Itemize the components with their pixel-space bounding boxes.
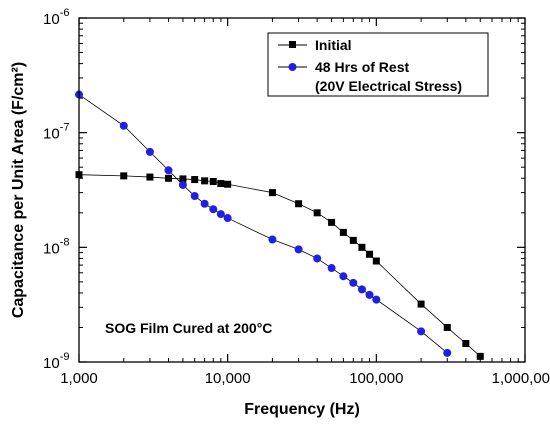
data-point-initial	[224, 180, 232, 188]
data-point-rest	[365, 290, 374, 299]
data-point-rest	[216, 210, 225, 219]
data-point-initial	[443, 323, 451, 331]
data-point-rest	[268, 235, 277, 244]
data-point-rest	[443, 348, 452, 357]
data-point-rest	[357, 285, 366, 294]
plot-frame	[78, 17, 526, 363]
data-point-initial	[165, 174, 173, 182]
data-point-initial	[417, 300, 425, 308]
ticks-layer: 1,000 10,000 100,000 1,000,000 10-9 10-8 10-7 1…	[43, 7, 550, 387]
data-point-initial	[339, 228, 347, 236]
x-tick-label: 10,000	[205, 370, 251, 387]
series-layer	[75, 90, 484, 360]
x-tick-label: 1,000	[60, 370, 98, 387]
x-tick-label: 100,000	[349, 370, 403, 387]
data-point-rest	[372, 295, 381, 304]
data-point-rest	[200, 199, 209, 208]
y-tick-label: 10-6	[43, 7, 69, 28]
data-point-initial	[179, 175, 187, 183]
data-point-rest	[349, 278, 358, 287]
legend-label-rest: 48 Hrs of Rest	[315, 59, 409, 75]
data-point-rest	[209, 205, 218, 214]
data-point-rest	[417, 327, 426, 336]
data-point-initial	[295, 200, 303, 208]
data-point-initial	[146, 173, 154, 181]
data-point-initial	[358, 243, 366, 251]
data-point-initial	[201, 177, 209, 185]
data-point-rest	[119, 121, 128, 130]
data-point-initial	[349, 236, 357, 244]
legend-marker-initial	[289, 41, 296, 48]
data-point-initial	[328, 218, 336, 226]
data-point-initial	[313, 209, 321, 217]
data-point-initial	[268, 189, 276, 197]
data-point-initial	[217, 180, 225, 188]
data-point-initial	[209, 178, 217, 186]
data-point-rest	[178, 180, 187, 189]
data-point-rest	[164, 166, 173, 175]
y-axis-title: Capacitance per Unit Area (F/cm²)	[10, 62, 27, 318]
data-point-rest	[223, 214, 232, 223]
data-point-rest	[313, 254, 322, 263]
legend-label-rest-line2: (20V Electrical Stress)	[315, 78, 462, 94]
x-axis-title: Frequency (Hz)	[244, 401, 360, 418]
data-point-initial	[191, 176, 199, 184]
data-point-rest	[145, 147, 154, 156]
legend-label-initial: Initial	[315, 37, 352, 53]
data-point-rest	[327, 264, 336, 273]
legend: Initial 48 Hrs of Rest (20V Electrical S…	[267, 32, 489, 97]
y-tick-label: 10-9	[43, 351, 69, 372]
data-point-initial	[366, 250, 374, 258]
data-point-initial	[120, 172, 128, 180]
x-tick-label: 1,000,000	[492, 370, 550, 387]
data-point-initial	[476, 352, 484, 360]
legend-marker-rest	[288, 63, 297, 71]
legend-box	[267, 32, 489, 97]
data-point-rest	[339, 272, 348, 281]
annotation-text: SOG Film Cured at 200°C	[105, 320, 272, 336]
data-point-initial	[462, 339, 470, 347]
data-point-initial	[372, 257, 380, 265]
y-tick-label: 10-7	[43, 122, 69, 143]
y-tick-label: 10-8	[43, 236, 69, 257]
data-point-rest	[190, 192, 199, 201]
data-point-rest	[294, 245, 303, 254]
